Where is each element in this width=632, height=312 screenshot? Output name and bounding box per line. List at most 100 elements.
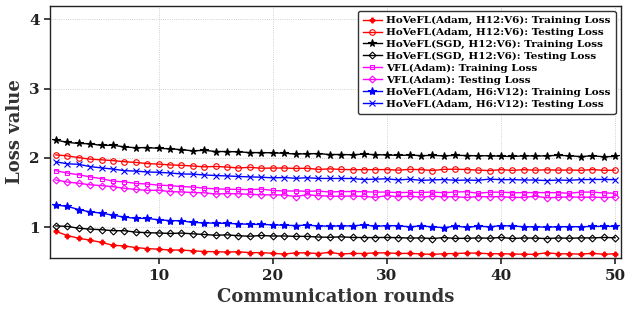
HoVeFL(SGD, H12:V6): Testing Loss: (38, 0.847): Testing Loss: (38, 0.847) xyxy=(475,236,482,240)
VFL(Adam): Testing Loss: (32, 1.45): Testing Loss: (32, 1.45) xyxy=(406,194,413,198)
VFL(Adam): Testing Loss: (23, 1.47): Testing Loss: (23, 1.47) xyxy=(303,193,311,197)
VFL(Adam): Training Loss: (21, 1.52): Training Loss: (21, 1.52) xyxy=(281,189,288,193)
HoVeFL(Adam, H6:V12): Testing Loss: (24, 1.71): Testing Loss: (24, 1.71) xyxy=(315,177,322,180)
HoVeFL(Adam, H12:V6): Training Loss: (32, 0.623): Training Loss: (32, 0.623) xyxy=(406,251,413,255)
HoVeFL(Adam, H12:V6): Training Loss: (46, 0.617): Training Loss: (46, 0.617) xyxy=(566,252,573,256)
HoVeFL(SGD, H12:V6): Testing Loss: (12, 0.917): Testing Loss: (12, 0.917) xyxy=(178,231,185,235)
HoVeFL(Adam, H12:V6): Testing Loss: (5, 1.97): Testing Loss: (5, 1.97) xyxy=(98,158,106,162)
HoVeFL(Adam, H6:V12): Testing Loss: (17, 1.73): Testing Loss: (17, 1.73) xyxy=(234,175,242,178)
HoVeFL(Adam, H12:V6): Training Loss: (4, 0.814): Training Loss: (4, 0.814) xyxy=(87,238,94,242)
VFL(Adam): Training Loss: (30, 1.51): Training Loss: (30, 1.51) xyxy=(383,190,391,194)
Line: HoVeFL(SGD, H12:V6): Training Loss: HoVeFL(SGD, H12:V6): Training Loss xyxy=(52,136,619,161)
HoVeFL(Adam, H12:V6): Testing Loss: (30, 1.83): Testing Loss: (30, 1.83) xyxy=(383,168,391,171)
HoVeFL(Adam, H12:V6): Testing Loss: (35, 1.84): Testing Loss: (35, 1.84) xyxy=(440,168,447,171)
HoVeFL(Adam, H12:V6): Testing Loss: (29, 1.83): Testing Loss: (29, 1.83) xyxy=(372,168,379,172)
HoVeFL(SGD, H12:V6): Training Loss: (3, 2.21): Training Loss: (3, 2.21) xyxy=(75,142,83,145)
HoVeFL(Adam, H12:V6): Training Loss: (25, 0.638): Training Loss: (25, 0.638) xyxy=(326,251,334,254)
HoVeFL(SGD, H12:V6): Testing Loss: (30, 0.853): Testing Loss: (30, 0.853) xyxy=(383,236,391,239)
HoVeFL(Adam, H12:V6): Testing Loss: (46, 1.83): Testing Loss: (46, 1.83) xyxy=(566,168,573,172)
HoVeFL(Adam, H6:V12): Testing Loss: (28, 1.69): Testing Loss: (28, 1.69) xyxy=(360,178,368,182)
HoVeFL(Adam, H6:V12): Testing Loss: (42, 1.68): Testing Loss: (42, 1.68) xyxy=(520,178,528,182)
HoVeFL(SGD, H12:V6): Training Loss: (32, 2.04): Training Loss: (32, 2.04) xyxy=(406,153,413,157)
HoVeFL(Adam, H12:V6): Testing Loss: (11, 1.9): Testing Loss: (11, 1.9) xyxy=(166,163,174,167)
HoVeFL(Adam, H12:V6): Training Loss: (44, 0.632): Training Loss: (44, 0.632) xyxy=(543,251,550,255)
HoVeFL(SGD, H12:V6): Testing Loss: (2, 1.01): Testing Loss: (2, 1.01) xyxy=(63,225,71,228)
HoVeFL(SGD, H12:V6): Training Loss: (36, 2.04): Training Loss: (36, 2.04) xyxy=(451,154,459,157)
HoVeFL(Adam, H6:V12): Training Loss: (9, 1.13): Training Loss: (9, 1.13) xyxy=(143,217,151,220)
HoVeFL(SGD, H12:V6): Testing Loss: (37, 0.842): Testing Loss: (37, 0.842) xyxy=(463,236,470,240)
VFL(Adam): Testing Loss: (43, 1.45): Testing Loss: (43, 1.45) xyxy=(532,194,539,198)
HoVeFL(Adam, H6:V12): Training Loss: (4, 1.22): Training Loss: (4, 1.22) xyxy=(87,210,94,214)
HoVeFL(Adam, H12:V6): Testing Loss: (40, 1.83): Testing Loss: (40, 1.83) xyxy=(497,168,505,172)
VFL(Adam): Testing Loss: (18, 1.48): Testing Loss: (18, 1.48) xyxy=(246,193,253,196)
HoVeFL(SGD, H12:V6): Training Loss: (11, 2.13): Training Loss: (11, 2.13) xyxy=(166,147,174,151)
HoVeFL(SGD, H12:V6): Testing Loss: (32, 0.844): Testing Loss: (32, 0.844) xyxy=(406,236,413,240)
HoVeFL(SGD, H12:V6): Testing Loss: (18, 0.871): Testing Loss: (18, 0.871) xyxy=(246,234,253,238)
VFL(Adam): Training Loss: (31, 1.5): Training Loss: (31, 1.5) xyxy=(394,191,402,194)
VFL(Adam): Testing Loss: (13, 1.5): Testing Loss: (13, 1.5) xyxy=(189,191,197,194)
HoVeFL(Adam, H6:V12): Testing Loss: (23, 1.71): Testing Loss: (23, 1.71) xyxy=(303,176,311,180)
VFL(Adam): Training Loss: (4, 1.73): Training Loss: (4, 1.73) xyxy=(87,175,94,179)
HoVeFL(Adam, H12:V6): Training Loss: (17, 0.646): Training Loss: (17, 0.646) xyxy=(234,250,242,254)
HoVeFL(SGD, H12:V6): Training Loss: (34, 2.04): Training Loss: (34, 2.04) xyxy=(428,154,436,157)
Line: HoVeFL(Adam, H6:V12): Testing Loss: HoVeFL(Adam, H6:V12): Testing Loss xyxy=(53,159,618,183)
VFL(Adam): Testing Loss: (40, 1.44): Testing Loss: (40, 1.44) xyxy=(497,195,505,198)
VFL(Adam): Training Loss: (43, 1.5): Training Loss: (43, 1.5) xyxy=(532,191,539,194)
VFL(Adam): Testing Loss: (45, 1.43): Testing Loss: (45, 1.43) xyxy=(554,195,562,199)
VFL(Adam): Training Loss: (24, 1.52): Training Loss: (24, 1.52) xyxy=(315,189,322,193)
Line: HoVeFL(Adam, H12:V6): Testing Loss: HoVeFL(Adam, H12:V6): Testing Loss xyxy=(53,152,618,173)
HoVeFL(Adam, H12:V6): Training Loss: (19, 0.634): Training Loss: (19, 0.634) xyxy=(257,251,265,255)
HoVeFL(Adam, H6:V12): Training Loss: (6, 1.17): Training Loss: (6, 1.17) xyxy=(109,213,117,217)
VFL(Adam): Testing Loss: (1, 1.68): Testing Loss: (1, 1.68) xyxy=(52,178,59,182)
VFL(Adam): Training Loss: (36, 1.51): Training Loss: (36, 1.51) xyxy=(451,190,459,194)
VFL(Adam): Training Loss: (37, 1.51): Training Loss: (37, 1.51) xyxy=(463,190,470,194)
HoVeFL(SGD, H12:V6): Training Loss: (30, 2.04): Training Loss: (30, 2.04) xyxy=(383,153,391,157)
HoVeFL(SGD, H12:V6): Training Loss: (13, 2.1): Training Loss: (13, 2.1) xyxy=(189,149,197,153)
HoVeFL(Adam, H6:V12): Training Loss: (7, 1.15): Training Loss: (7, 1.15) xyxy=(121,215,128,219)
HoVeFL(Adam, H6:V12): Training Loss: (20, 1.04): Training Loss: (20, 1.04) xyxy=(269,223,276,227)
HoVeFL(SGD, H12:V6): Training Loss: (9, 2.15): Training Loss: (9, 2.15) xyxy=(143,146,151,149)
HoVeFL(Adam, H6:V12): Testing Loss: (15, 1.75): Testing Loss: (15, 1.75) xyxy=(212,174,219,178)
HoVeFL(SGD, H12:V6): Testing Loss: (49, 0.853): Testing Loss: (49, 0.853) xyxy=(600,236,607,239)
HoVeFL(SGD, H12:V6): Training Loss: (44, 2.03): Training Loss: (44, 2.03) xyxy=(543,154,550,158)
HoVeFL(Adam, H6:V12): Training Loss: (12, 1.09): Training Loss: (12, 1.09) xyxy=(178,219,185,223)
VFL(Adam): Training Loss: (12, 1.59): Training Loss: (12, 1.59) xyxy=(178,185,185,188)
HoVeFL(Adam, H12:V6): Testing Loss: (9, 1.92): Testing Loss: (9, 1.92) xyxy=(143,162,151,165)
VFL(Adam): Testing Loss: (17, 1.48): Testing Loss: (17, 1.48) xyxy=(234,192,242,196)
VFL(Adam): Testing Loss: (6, 1.59): Testing Loss: (6, 1.59) xyxy=(109,185,117,188)
VFL(Adam): Testing Loss: (47, 1.43): Testing Loss: (47, 1.43) xyxy=(577,195,585,199)
HoVeFL(Adam, H6:V12): Training Loss: (43, 1.01): Training Loss: (43, 1.01) xyxy=(532,225,539,229)
HoVeFL(Adam, H12:V6): Testing Loss: (43, 1.82): Testing Loss: (43, 1.82) xyxy=(532,168,539,172)
VFL(Adam): Training Loss: (23, 1.52): Training Loss: (23, 1.52) xyxy=(303,189,311,193)
HoVeFL(SGD, H12:V6): Training Loss: (43, 2.03): Training Loss: (43, 2.03) xyxy=(532,154,539,158)
HoVeFL(SGD, H12:V6): Testing Loss: (39, 0.842): Testing Loss: (39, 0.842) xyxy=(486,236,494,240)
HoVeFL(Adam, H6:V12): Testing Loss: (47, 1.69): Testing Loss: (47, 1.69) xyxy=(577,178,585,182)
HoVeFL(Adam, H12:V6): Training Loss: (45, 0.617): Training Loss: (45, 0.617) xyxy=(554,252,562,256)
VFL(Adam): Testing Loss: (22, 1.44): Testing Loss: (22, 1.44) xyxy=(292,195,300,198)
VFL(Adam): Training Loss: (10, 1.61): Training Loss: (10, 1.61) xyxy=(155,183,162,187)
VFL(Adam): Testing Loss: (50, 1.43): Testing Loss: (50, 1.43) xyxy=(611,195,619,199)
VFL(Adam): Training Loss: (33, 1.5): Training Loss: (33, 1.5) xyxy=(417,191,425,194)
HoVeFL(Adam, H6:V12): Training Loss: (22, 1.03): Training Loss: (22, 1.03) xyxy=(292,224,300,227)
VFL(Adam): Training Loss: (27, 1.52): Training Loss: (27, 1.52) xyxy=(349,190,356,193)
HoVeFL(Adam, H6:V12): Training Loss: (34, 1.01): Training Loss: (34, 1.01) xyxy=(428,225,436,229)
HoVeFL(SGD, H12:V6): Testing Loss: (3, 0.987): Testing Loss: (3, 0.987) xyxy=(75,226,83,230)
HoVeFL(Adam, H6:V12): Training Loss: (42, 1.01): Training Loss: (42, 1.01) xyxy=(520,225,528,229)
VFL(Adam): Training Loss: (14, 1.56): Training Loss: (14, 1.56) xyxy=(200,186,208,190)
VFL(Adam): Testing Loss: (9, 1.53): Testing Loss: (9, 1.53) xyxy=(143,188,151,192)
HoVeFL(SGD, H12:V6): Training Loss: (6, 2.18): Training Loss: (6, 2.18) xyxy=(109,144,117,147)
HoVeFL(SGD, H12:V6): Training Loss: (4, 2.21): Training Loss: (4, 2.21) xyxy=(87,142,94,146)
HoVeFL(Adam, H6:V12): Training Loss: (37, 1): Training Loss: (37, 1) xyxy=(463,225,470,229)
HoVeFL(Adam, H12:V6): Training Loss: (48, 0.625): Training Loss: (48, 0.625) xyxy=(588,251,596,255)
HoVeFL(Adam, H12:V6): Training Loss: (18, 0.633): Training Loss: (18, 0.633) xyxy=(246,251,253,255)
VFL(Adam): Training Loss: (1, 1.82): Training Loss: (1, 1.82) xyxy=(52,169,59,173)
HoVeFL(SGD, H12:V6): Training Loss: (12, 2.12): Training Loss: (12, 2.12) xyxy=(178,148,185,152)
HoVeFL(SGD, H12:V6): Testing Loss: (45, 0.846): Testing Loss: (45, 0.846) xyxy=(554,236,562,240)
VFL(Adam): Testing Loss: (26, 1.45): Testing Loss: (26, 1.45) xyxy=(337,194,345,198)
VFL(Adam): Training Loss: (9, 1.62): Training Loss: (9, 1.62) xyxy=(143,182,151,186)
HoVeFL(SGD, H12:V6): Testing Loss: (17, 0.878): Testing Loss: (17, 0.878) xyxy=(234,234,242,238)
HoVeFL(Adam, H6:V12): Testing Loss: (18, 1.73): Testing Loss: (18, 1.73) xyxy=(246,175,253,179)
HoVeFL(SGD, H12:V6): Testing Loss: (22, 0.869): Testing Loss: (22, 0.869) xyxy=(292,235,300,238)
VFL(Adam): Training Loss: (17, 1.55): Training Loss: (17, 1.55) xyxy=(234,188,242,191)
VFL(Adam): Testing Loss: (21, 1.47): Testing Loss: (21, 1.47) xyxy=(281,193,288,197)
